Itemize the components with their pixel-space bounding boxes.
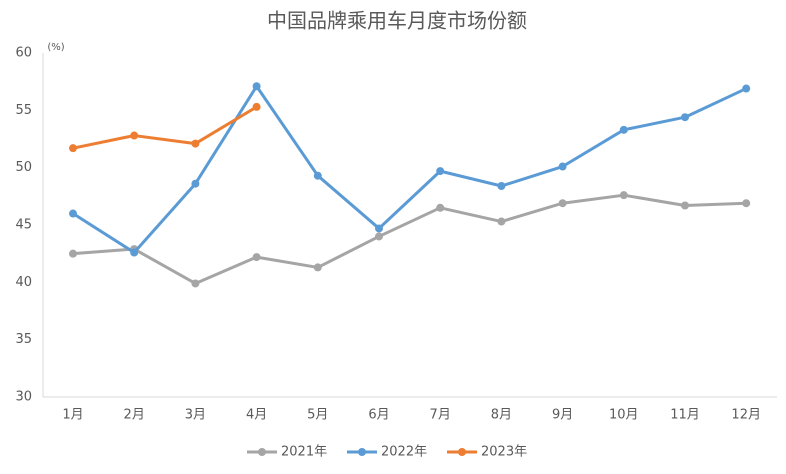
data-point bbox=[313, 263, 322, 272]
x-tick-label: 9月 bbox=[552, 408, 573, 423]
x-tick-label: 5月 bbox=[307, 408, 328, 423]
x-tick-label: 4月 bbox=[246, 408, 267, 423]
series-line bbox=[72, 84, 747, 255]
data-point bbox=[130, 131, 139, 140]
data-point bbox=[252, 102, 261, 111]
x-tick-label: 12月 bbox=[731, 408, 761, 423]
x-tick-label: 1月 bbox=[62, 408, 83, 423]
x-tick-label: 3月 bbox=[185, 408, 206, 423]
data-point bbox=[69, 249, 77, 258]
data-point bbox=[69, 209, 77, 218]
data-point bbox=[681, 201, 689, 210]
y-tick-label: 50 bbox=[15, 160, 32, 175]
data-point bbox=[619, 191, 628, 200]
y-tick-label: 55 bbox=[15, 103, 32, 118]
y-tick-label: 60 bbox=[15, 46, 32, 61]
data-point bbox=[252, 253, 261, 262]
data-point bbox=[69, 144, 77, 153]
y-tick-label: 30 bbox=[15, 390, 32, 405]
x-tick-label: 8月 bbox=[491, 408, 512, 423]
data-point bbox=[252, 82, 261, 91]
series-line bbox=[72, 193, 747, 285]
legend-marker bbox=[258, 448, 266, 456]
data-point bbox=[191, 279, 200, 288]
data-point bbox=[742, 199, 751, 208]
data-point bbox=[681, 113, 689, 122]
data-point bbox=[558, 162, 567, 171]
x-tick-label: 6月 bbox=[368, 408, 389, 423]
legend-marker bbox=[458, 448, 466, 456]
data-point bbox=[619, 125, 628, 134]
y-tick-label: 35 bbox=[15, 332, 32, 347]
y-unit: (%) bbox=[47, 42, 64, 53]
series-line bbox=[72, 105, 258, 150]
data-point bbox=[130, 248, 139, 257]
data-point bbox=[375, 232, 383, 241]
data-point bbox=[436, 203, 445, 212]
data-point bbox=[497, 182, 506, 191]
data-point bbox=[558, 199, 567, 208]
x-tick-label: 2月 bbox=[124, 408, 145, 423]
legend-marker bbox=[358, 448, 366, 456]
y-tick-label: 45 bbox=[15, 218, 32, 233]
legend-label: 2023年 bbox=[481, 445, 527, 460]
data-point bbox=[313, 171, 322, 180]
legend-label: 2022年 bbox=[381, 445, 427, 460]
x-tick-label: 10月 bbox=[609, 408, 639, 423]
data-point bbox=[436, 167, 445, 176]
data-point bbox=[191, 179, 200, 188]
data-point bbox=[742, 84, 751, 93]
y-tick-label: 40 bbox=[15, 275, 32, 290]
data-point bbox=[497, 217, 506, 226]
x-tick-label: 11月 bbox=[670, 408, 700, 423]
data-point bbox=[375, 224, 383, 233]
chart-title: 中国品牌乘用车月度市场份额 bbox=[267, 9, 527, 33]
legend-label: 2021年 bbox=[281, 445, 327, 460]
x-tick-label: 7月 bbox=[430, 408, 451, 423]
data-point bbox=[191, 139, 200, 148]
